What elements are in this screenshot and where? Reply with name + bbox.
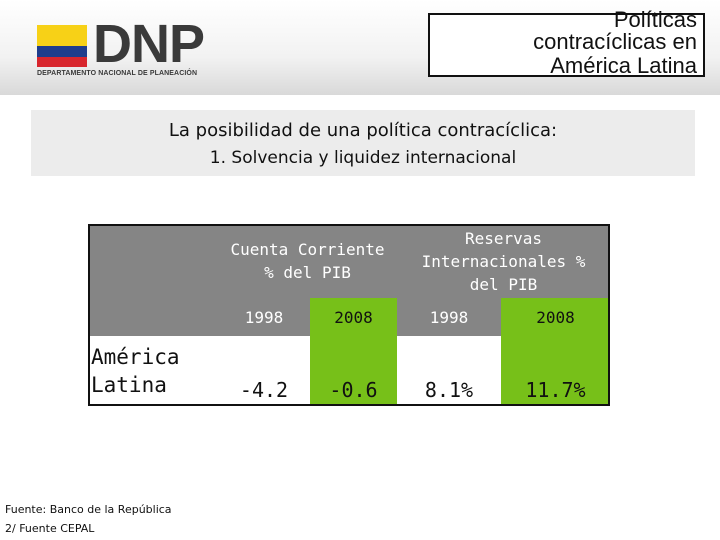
value-cell: -4.2 [218, 336, 310, 406]
slide-title: Políticas contracíclicas en América Lati… [428, 9, 705, 78]
footnote-cepal: 2/ Fuente CEPAL [5, 522, 95, 535]
subtitle-secondary: 1. Solvencia y liquidez internacional [209, 148, 517, 168]
header-reservas: Reservas Internacionales % del PIB [397, 224, 610, 298]
subtitle-main: La posibilidad de una política contracíc… [168, 120, 558, 141]
value-cell: -0.6 [310, 336, 397, 406]
table-corner [88, 224, 218, 336]
table-border [88, 224, 610, 406]
value-cell: 11.7% [501, 336, 610, 406]
logo-subtitle: DEPARTAMENTO NACIONAL DE PLANEACIÓN [37, 70, 198, 77]
year-header: 1998 [218, 298, 310, 336]
subtitle-box: La posibilidad de una política contracíc… [31, 110, 695, 176]
title-line-1: Políticas [613, 7, 697, 32]
value-cell: 8.1% [397, 336, 501, 406]
colombia-flag-icon [37, 25, 87, 67]
row-label: América Latina [88, 336, 218, 406]
title-line-3: América Latina [550, 53, 697, 78]
logo-text: DNP [93, 14, 205, 74]
year-header: 1998 [397, 298, 501, 336]
title-line-2: contracíclicas en [533, 29, 697, 54]
header-cuenta-corriente: Cuenta Corriente % del PIB [218, 224, 397, 298]
header-banner: DNP DEPARTAMENTO NACIONAL DE PLANEACIÓN … [0, 0, 720, 95]
year-header: 2008 [501, 298, 610, 336]
year-header: 2008 [310, 298, 397, 336]
footnote-source: Fuente: Banco de la República [5, 503, 172, 516]
